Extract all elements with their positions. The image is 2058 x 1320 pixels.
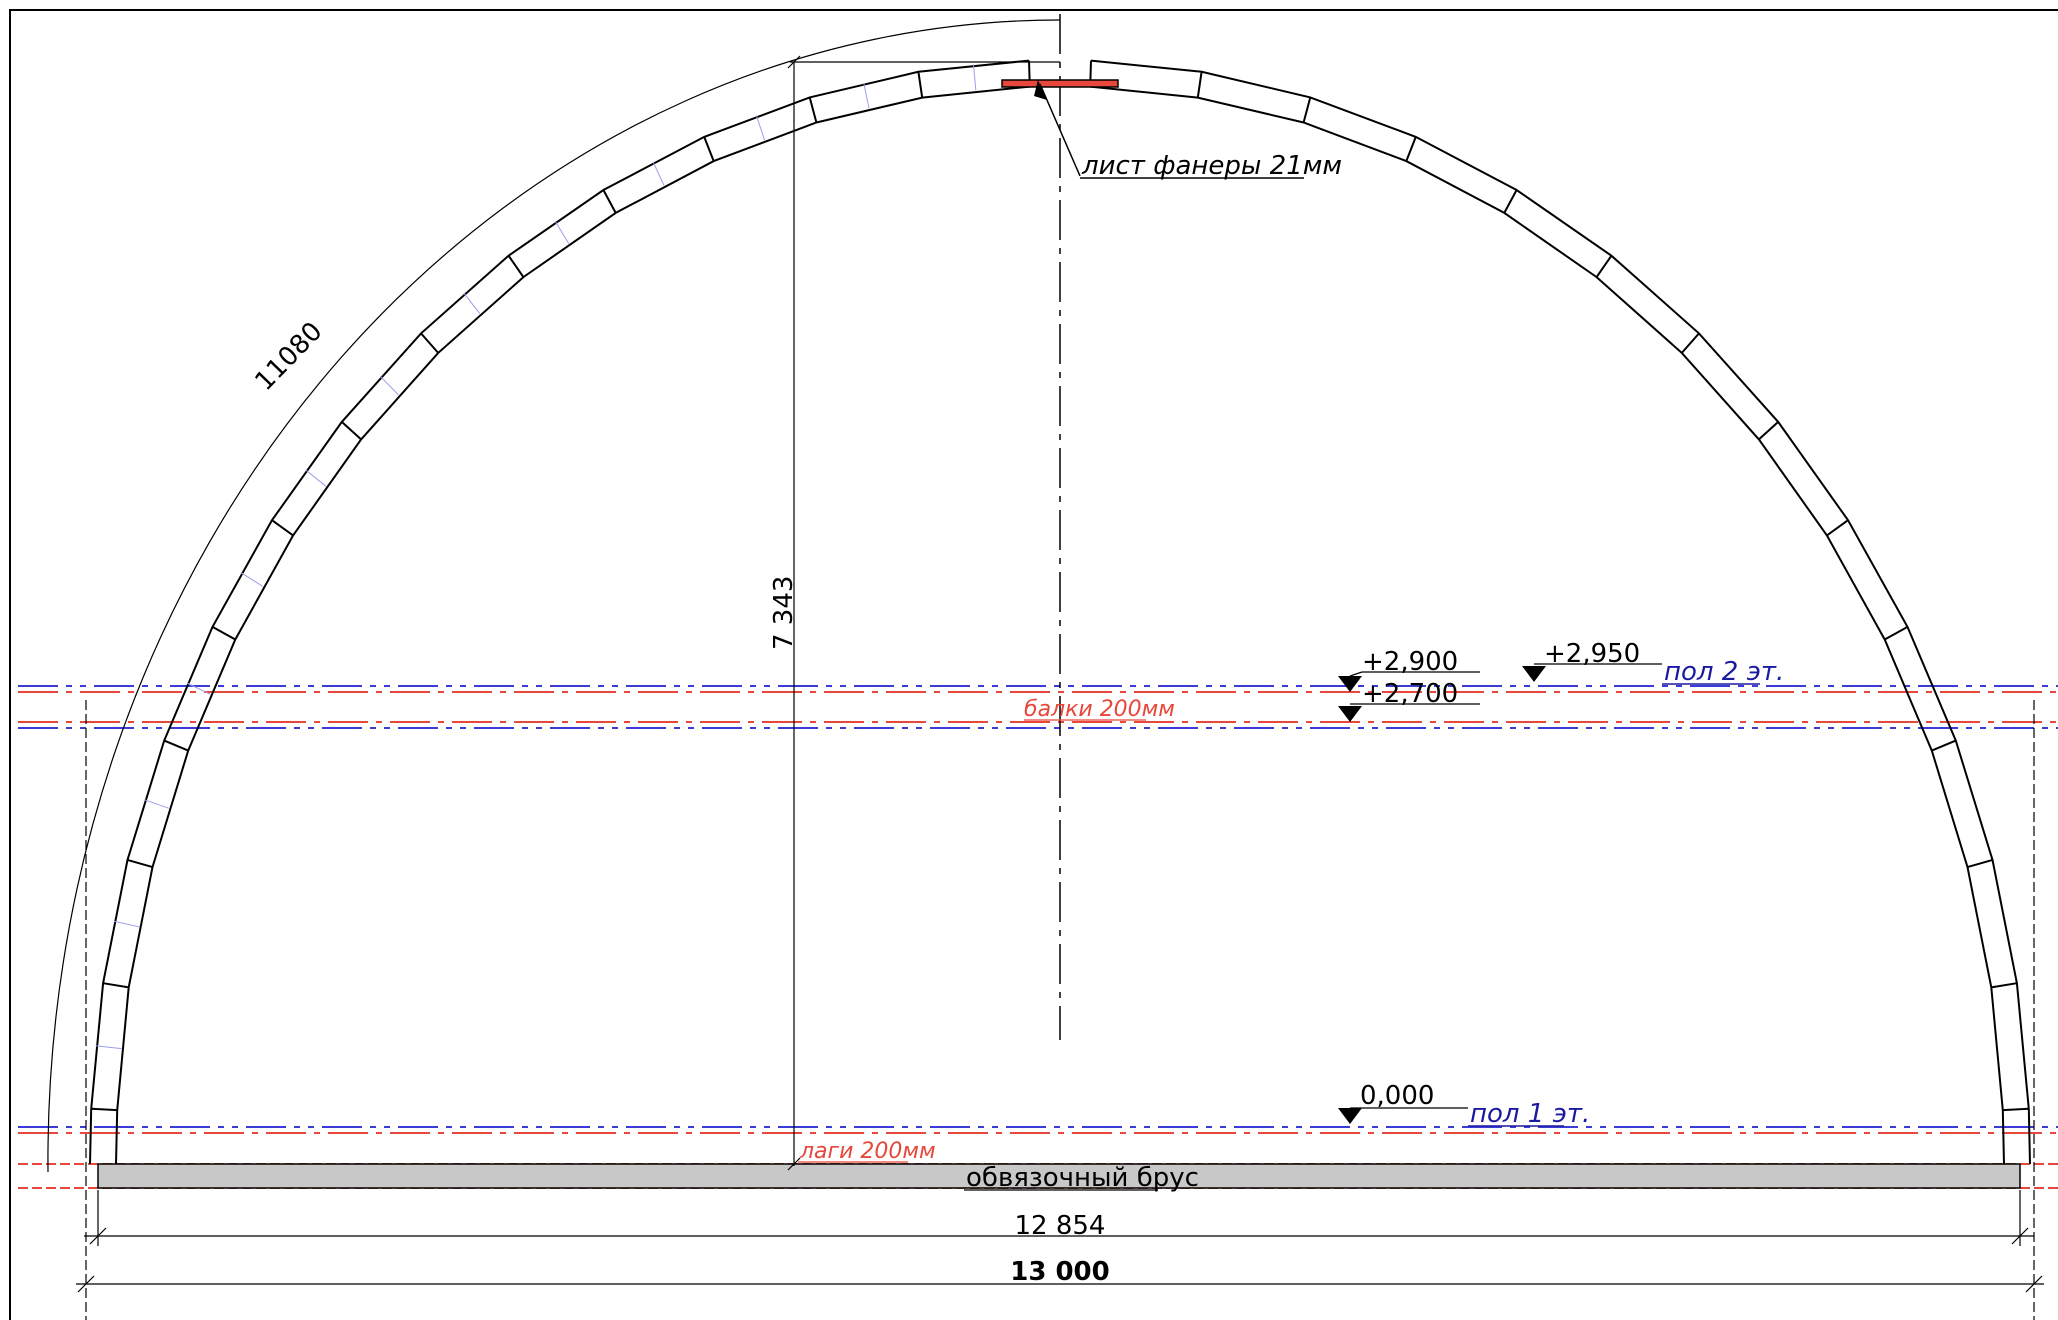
arch-inner-tick [95, 1045, 122, 1050]
width-dimensions: 12 854 13 000 [76, 700, 2044, 1320]
height-tick-bottom [787, 1157, 801, 1171]
level-marks: +2,900 +2,700 +2,950 пол 2 эт. 0,000 пол… [1338, 639, 1784, 1129]
arch-segment-joint [271, 519, 294, 537]
arc-length-label: 11080 [249, 317, 328, 397]
floor2-label: пол 2 эт. [1664, 657, 1784, 687]
arch-base-left [89, 1108, 93, 1165]
arch-segment-joint [212, 626, 236, 641]
arch-outer-left [90, 59, 1030, 1109]
arch-inner-tick [652, 161, 665, 186]
arch-segment-joint [1405, 136, 1417, 162]
arch-base-right-inner [2001, 1110, 2005, 1165]
inner-width-tick-left [89, 1227, 107, 1245]
arch-segment-joint [91, 1107, 118, 1112]
joists-label: лаги 200мм [799, 1139, 936, 1164]
arch-inner-tick [113, 920, 140, 928]
arch-segment-joint [2002, 1107, 2029, 1112]
level-mark-2950: +2,950 пол 2 эт. [1522, 639, 1784, 687]
arch-segment-joint [1931, 739, 1957, 752]
level-leader [1349, 671, 1363, 677]
arch-segment-joint [102, 982, 129, 989]
arch-segment-joint [1826, 519, 1849, 537]
arc-length-dimension: 11080 [47, 19, 1061, 1173]
sill-beam-label: обвязочный брус [966, 1163, 1199, 1193]
arch-inner-tick [463, 292, 481, 314]
arch-segment-joint [917, 71, 924, 98]
outer-width-tick-left [77, 1275, 95, 1293]
outer-width-label: 13 000 [1010, 1257, 1110, 1287]
level-label-0: 0,000 [1360, 1081, 1434, 1111]
arch-segment-joint [1196, 71, 1203, 98]
arch-base-left-inner [115, 1110, 119, 1165]
arch-inner-tick [379, 376, 399, 396]
arch-segment-joint [1302, 97, 1312, 123]
arc-dimension-line [47, 19, 1061, 1173]
axis-lines [18, 685, 2058, 1189]
arch-segment-joint [703, 136, 715, 162]
level-label-2950: +2,950 [1544, 639, 1640, 669]
beams-label: балки 200мм [1024, 697, 1175, 722]
plywood-joint: лист фанеры 21мм [1001, 79, 1342, 181]
arch-segment-joint [1681, 332, 1700, 354]
arch-segment-joint [420, 332, 439, 354]
arch-inner-tick [240, 572, 264, 587]
arch-segment-joint [602, 189, 617, 214]
arch-outer-right [1090, 59, 2030, 1109]
plywood-label: лист фанеры 21мм [1081, 151, 1342, 181]
arch-inner-right [1090, 85, 2004, 1111]
arch-segment-joint [808, 97, 818, 123]
level-label-2900: +2,900 [1362, 647, 1458, 677]
height-label: 7 343 [769, 576, 799, 650]
level-triangle [1338, 706, 1362, 722]
arch-segment-joint [1595, 255, 1613, 278]
height-dimension: 7 343 [769, 55, 1060, 1171]
sheet-frame [9, 9, 2058, 1320]
arch-inner-tick [863, 82, 870, 109]
arch-segment-joint [341, 421, 362, 441]
red-annotations: балки 200мм лаги 200мм [798, 697, 1175, 1164]
arch-base-right [2027, 1108, 2031, 1165]
level-mark-2700: +2,700 [1338, 679, 1480, 722]
arch-segment-joint [507, 255, 525, 278]
arch-segment-joint [1758, 421, 1779, 441]
arch-segment-joint [1991, 982, 2018, 989]
level-triangle [1522, 666, 1546, 682]
plywood-sheet [1001, 79, 1119, 88]
arch-inner-left [116, 85, 1030, 1111]
level-label-2700: +2,700 [1362, 679, 1458, 709]
inner-width-label: 12 854 [1015, 1211, 1106, 1241]
arch-inner-tick [186, 682, 211, 695]
leader-arrowhead [1034, 80, 1047, 100]
arch-inner-tick [144, 799, 170, 809]
arch-segment-joint [1503, 189, 1518, 214]
outer-width-tick-right [2025, 1275, 2043, 1293]
arch-segment-joint [127, 858, 153, 869]
arch-segment-joint [1884, 626, 1908, 641]
arch-inner-tick [973, 64, 977, 91]
level-mark-2900: +2,900 [1338, 647, 1480, 692]
height-tick-top [787, 55, 801, 69]
arch-inner-tick [755, 115, 766, 141]
level-mark-0: 0,000 пол 1 эт. [1338, 1081, 1590, 1129]
level-triangle [1338, 1108, 1362, 1124]
arch-inner-tick [554, 221, 570, 244]
arch-segment-joint [1967, 858, 1993, 869]
sill-beam [97, 1163, 2021, 1189]
level-triangle [1338, 676, 1362, 692]
arch-segment-joint [163, 739, 189, 752]
arch-frame [89, 59, 2031, 1165]
inner-width-tick-right [2011, 1227, 2029, 1245]
arch-inner-tick [305, 469, 327, 487]
floor1-label: пол 1 эт. [1470, 1099, 1590, 1129]
